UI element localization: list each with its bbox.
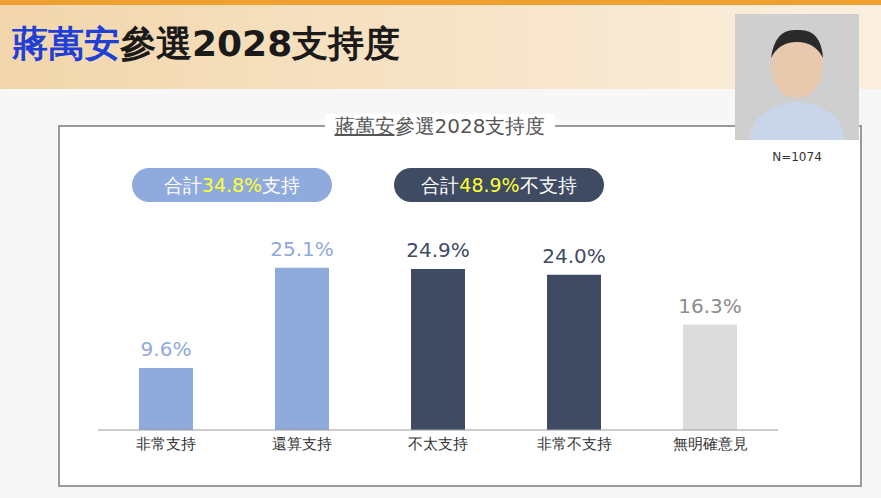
svg-text:25.1%: 25.1%	[270, 237, 334, 261]
svg-text:24.9%: 24.9%	[406, 238, 470, 262]
html-text:N=1074: N=1074	[772, 150, 822, 164]
svg-text:24.0%: 24.0%	[542, 244, 606, 268]
svg-text:無明確意見: 無明確意見	[673, 435, 748, 453]
html-text:蔣萬安參選2028支持度: 蔣萬安參選2028支持度	[334, 114, 546, 138]
svg-text:不太支持: 不太支持	[408, 435, 468, 453]
html-text:蔣萬安參選2028支持度: 蔣萬安參選2028支持度	[12, 23, 401, 64]
html-text:合計34.8%支持: 合計34.8%支持	[163, 174, 301, 196]
svg-text:9.6%: 9.6%	[141, 337, 192, 361]
html-text:合計48.9%不支持: 合計48.9%不支持	[421, 174, 577, 196]
svg-text:非常支持: 非常支持	[136, 435, 196, 453]
svg-text:非常不支持: 非常不支持	[537, 435, 612, 453]
svg-text:還算支持: 還算支持	[272, 435, 332, 453]
svg-text:16.3%: 16.3%	[678, 294, 742, 318]
